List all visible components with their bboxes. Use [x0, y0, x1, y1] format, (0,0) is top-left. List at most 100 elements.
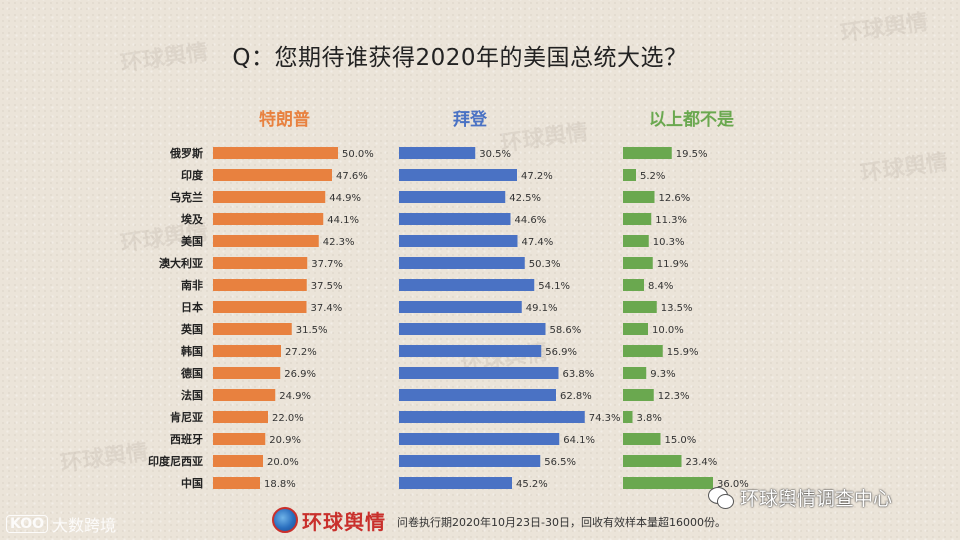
- bar-trump: [213, 169, 332, 181]
- bar-none: [623, 323, 648, 335]
- category-label: 肯尼亚: [170, 410, 203, 424]
- legend-trump: 特朗普: [259, 110, 310, 130]
- category-label: 印度尼西亚: [148, 454, 203, 468]
- bar-trump: [213, 301, 307, 313]
- bar-trump: [213, 257, 308, 269]
- bar-none: [623, 213, 652, 225]
- data-label-none: 9.3%: [650, 369, 675, 380]
- category-label: 埃及: [181, 212, 204, 226]
- category-label: 德国: [180, 366, 203, 380]
- bar-none: [623, 389, 654, 401]
- bar-none: [623, 257, 653, 269]
- bar-biden: [399, 455, 541, 467]
- bar-trump: [213, 477, 260, 489]
- bar-trump: [213, 367, 281, 379]
- data-label-none: 15.9%: [667, 347, 699, 358]
- logo-left-text: 大数跨境: [52, 516, 117, 535]
- bar-biden: [399, 169, 517, 181]
- category-label: 印度: [181, 168, 204, 182]
- data-label-none: 5.2%: [640, 171, 665, 182]
- data-label-biden: 54.1%: [538, 281, 570, 292]
- bar-biden: [399, 235, 518, 247]
- bar-biden: [399, 257, 525, 269]
- logo-huanqiu: 环球舆情: [272, 505, 386, 535]
- data-label-biden: 30.5%: [479, 149, 511, 160]
- bar-none: [623, 147, 672, 159]
- data-label-biden: 62.8%: [560, 391, 592, 402]
- bar-biden: [399, 477, 512, 489]
- data-label-biden: 63.8%: [563, 369, 595, 380]
- wechat-icon: [708, 486, 734, 509]
- data-label-biden: 56.5%: [544, 457, 576, 468]
- bar-none: [623, 169, 636, 181]
- bar-biden: [399, 389, 556, 401]
- bar-biden: [399, 301, 522, 313]
- data-label-biden: 56.9%: [545, 347, 577, 358]
- wechat-badge: 环球舆情调查中心: [708, 484, 892, 511]
- data-label-biden: 74.3%: [589, 413, 621, 424]
- chart-title: Q：您期待谁获得2020年的美国总统大选？: [232, 45, 688, 71]
- data-label-none: 12.3%: [658, 391, 690, 402]
- globe-icon: [272, 507, 298, 533]
- bar-trump: [213, 147, 338, 159]
- data-label-trump: 37.4%: [311, 303, 343, 314]
- data-label-trump: 20.0%: [267, 457, 299, 468]
- bar-biden: [399, 367, 559, 379]
- bar-none: [623, 191, 655, 203]
- bar-none: [623, 411, 633, 423]
- bar-biden: [399, 411, 585, 423]
- category-label: 英国: [180, 322, 203, 336]
- data-label-trump: 26.9%: [284, 369, 316, 380]
- data-label-biden: 47.2%: [521, 171, 553, 182]
- category-label: 韩国: [181, 344, 203, 358]
- data-label-none: 3.8%: [637, 413, 662, 424]
- data-label-none: 11.9%: [657, 259, 689, 270]
- data-label-trump: 50.0%: [342, 149, 374, 160]
- data-label-trump: 31.5%: [296, 325, 328, 336]
- bar-trump: [213, 389, 276, 401]
- data-label-trump: 44.1%: [327, 215, 359, 226]
- bar-trump: [213, 279, 307, 291]
- bar-trump: [213, 433, 266, 445]
- bar-biden: [399, 191, 506, 203]
- bar-trump: [213, 323, 292, 335]
- data-label-trump: 44.9%: [329, 193, 361, 204]
- data-label-biden: 49.1%: [526, 303, 558, 314]
- category-label: 乌克兰: [170, 190, 203, 204]
- data-label-biden: 50.3%: [529, 259, 561, 270]
- data-label-biden: 47.4%: [522, 237, 554, 248]
- bar-biden: [399, 345, 542, 357]
- data-label-trump: 37.7%: [311, 259, 343, 270]
- data-label-trump: 18.8%: [264, 479, 296, 490]
- bar-none: [623, 235, 649, 247]
- bar-trump: [213, 345, 281, 357]
- bar-biden: [399, 279, 535, 291]
- data-label-none: 10.3%: [653, 237, 685, 248]
- category-label: 南非: [181, 278, 203, 292]
- data-label-biden: 42.5%: [509, 193, 541, 204]
- data-label-trump: 37.5%: [311, 281, 343, 292]
- data-label-none: 13.5%: [661, 303, 693, 314]
- bar-biden: [399, 213, 511, 225]
- bar-none: [623, 367, 647, 379]
- bar-trump: [213, 213, 324, 225]
- category-label: 日本: [181, 300, 203, 314]
- data-label-none: 8.4%: [648, 281, 673, 292]
- data-label-biden: 45.2%: [516, 479, 548, 490]
- data-label-trump: 24.9%: [279, 391, 311, 402]
- bar-none: [623, 345, 663, 357]
- category-label: 西班牙: [170, 432, 203, 446]
- bar-biden: [399, 323, 546, 335]
- data-label-none: 36.0%: [717, 479, 749, 490]
- data-label-none: 11.3%: [655, 215, 687, 226]
- data-label-none: 15.0%: [665, 435, 697, 446]
- data-label-none: 19.5%: [676, 149, 708, 160]
- wechat-account-name: 环球舆情调查中心: [740, 488, 893, 510]
- category-label: 澳大利亚: [159, 256, 203, 270]
- category-label: 美国: [181, 234, 203, 248]
- data-label-none: 23.4%: [686, 457, 718, 468]
- bar-biden: [399, 433, 560, 445]
- legend-none: 以上都不是: [649, 110, 734, 130]
